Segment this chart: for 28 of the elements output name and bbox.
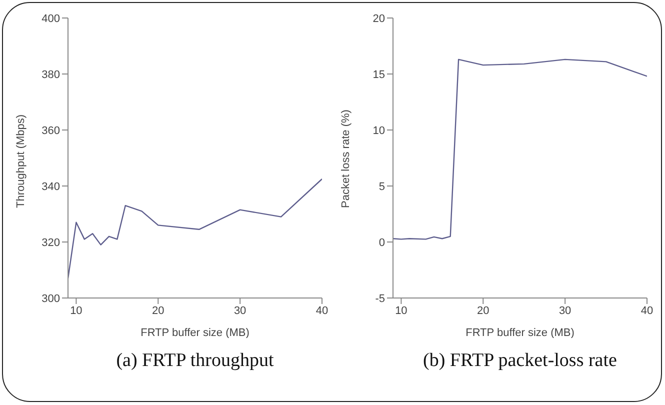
y-tick-label: 360 bbox=[42, 124, 60, 137]
x-tick-label: 30 bbox=[558, 304, 572, 317]
text: (a) FRTP throughput bbox=[115, 350, 275, 372]
x-tick-label: 40 bbox=[316, 304, 328, 317]
line-series bbox=[68, 178, 322, 279]
y-tick-label: 0 bbox=[378, 236, 385, 249]
y-tick-label: -5 bbox=[375, 292, 385, 305]
y-tick-label: 10 bbox=[372, 124, 385, 137]
line-series bbox=[393, 58, 647, 240]
y-tick-label: 320 bbox=[42, 236, 60, 249]
x-axis-title: FRTP buffer size (MB) bbox=[140, 327, 250, 339]
x-tick-label: 10 bbox=[70, 304, 82, 317]
y-tick-label: 15 bbox=[372, 68, 385, 81]
x-tick-label: 30 bbox=[234, 304, 246, 317]
y-axis-title: Throughput (Mbps) bbox=[14, 114, 27, 208]
y-tick-label: 20 bbox=[372, 12, 385, 25]
y-tick-label: 340 bbox=[42, 180, 60, 193]
y-tick-label: 5 bbox=[378, 180, 385, 193]
y-tick-label: 400 bbox=[42, 12, 60, 25]
x-tick-label: 20 bbox=[152, 304, 164, 317]
x-tick-label: 40 bbox=[640, 304, 654, 317]
text: (b) FRTP packet-loss rate bbox=[422, 350, 618, 372]
x-tick-label: 10 bbox=[395, 304, 408, 317]
y-axis-title: Packet loss rate (%) bbox=[340, 110, 352, 208]
x-axis-title: FRTP buffer size (MB) bbox=[466, 327, 574, 339]
x-tick-label: 20 bbox=[477, 304, 490, 317]
y-tick-label: 380 bbox=[42, 68, 60, 81]
y-tick-label: 300 bbox=[42, 292, 60, 305]
